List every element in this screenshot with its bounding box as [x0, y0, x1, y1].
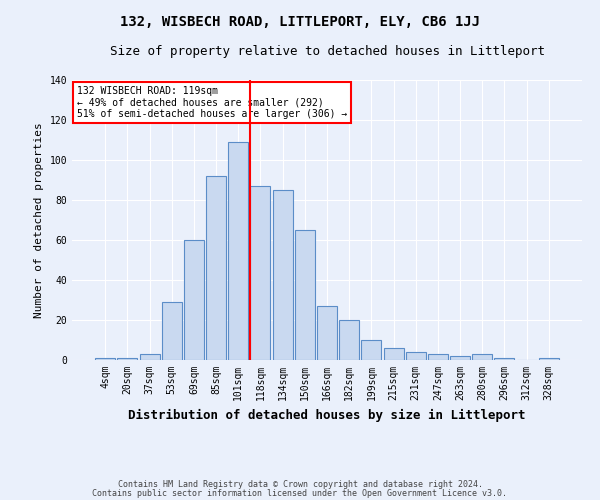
Bar	[428, 354, 448, 360]
Bar	[184, 240, 204, 360]
Bar	[494, 358, 514, 360]
Bar	[406, 352, 426, 360]
Y-axis label: Number of detached properties: Number of detached properties	[34, 122, 44, 318]
Title: Size of property relative to detached houses in Littleport: Size of property relative to detached ho…	[110, 45, 545, 58]
Bar	[206, 176, 226, 360]
Bar	[162, 302, 182, 360]
Text: Contains public sector information licensed under the Open Government Licence v3: Contains public sector information licen…	[92, 488, 508, 498]
Bar	[339, 320, 359, 360]
Bar	[118, 358, 137, 360]
X-axis label: Distribution of detached houses by size in Littleport: Distribution of detached houses by size …	[128, 408, 526, 422]
Text: 132 WISBECH ROAD: 119sqm
← 49% of detached houses are smaller (292)
51% of semi-: 132 WISBECH ROAD: 119sqm ← 49% of detach…	[77, 86, 347, 119]
Bar	[95, 358, 115, 360]
Text: Contains HM Land Registry data © Crown copyright and database right 2024.: Contains HM Land Registry data © Crown c…	[118, 480, 482, 489]
Bar	[272, 190, 293, 360]
Bar	[361, 340, 382, 360]
Bar	[295, 230, 315, 360]
Bar	[472, 354, 492, 360]
Bar	[250, 186, 271, 360]
Text: 132, WISBECH ROAD, LITTLEPORT, ELY, CB6 1JJ: 132, WISBECH ROAD, LITTLEPORT, ELY, CB6 …	[120, 15, 480, 29]
Bar	[450, 356, 470, 360]
Bar	[383, 348, 404, 360]
Bar	[539, 358, 559, 360]
Bar	[228, 142, 248, 360]
Bar	[140, 354, 160, 360]
Bar	[317, 306, 337, 360]
